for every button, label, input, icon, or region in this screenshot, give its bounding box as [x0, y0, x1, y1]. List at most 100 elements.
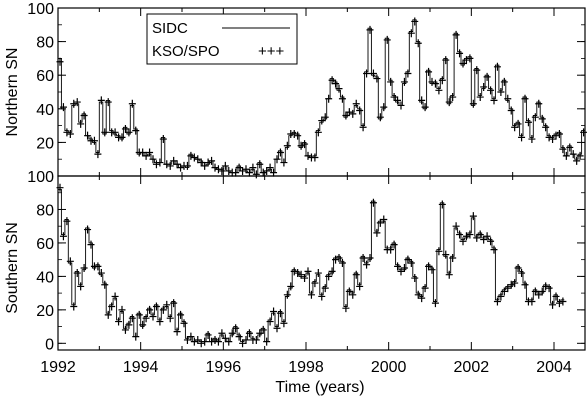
- northern-kso-point: [373, 74, 381, 83]
- southern-kso-point: [411, 274, 419, 283]
- northern-kso-point: [211, 163, 219, 172]
- southern-kso-point: [542, 282, 550, 291]
- northern-kso-point: [418, 96, 426, 105]
- northern-kso-point: [376, 113, 384, 122]
- southern-kso-point: [180, 319, 188, 328]
- northern-kso-point: [345, 108, 353, 117]
- southern-kso-point: [211, 335, 219, 344]
- southern-kso-point: [66, 257, 74, 266]
- southern-kso-point: [221, 334, 229, 343]
- southern-kso-point: [531, 287, 539, 296]
- northern-kso-point: [80, 111, 88, 120]
- northern-kso-point: [352, 99, 360, 108]
- northern-kso-point: [349, 109, 357, 118]
- northern-kso-point: [132, 126, 140, 135]
- northern-kso-point: [538, 114, 546, 123]
- northern-ticks: 20 40 60 80 100: [27, 1, 585, 176]
- northern-kso-point: [483, 72, 491, 81]
- northern-kso-point: [487, 86, 495, 95]
- northern-kso-point: [338, 94, 346, 103]
- legend: SIDC KSO/SPO +++: [146, 13, 298, 65]
- northern-kso-point: [356, 106, 364, 115]
- northern-kso-point: [549, 135, 557, 144]
- southern-kso-point: [273, 324, 281, 333]
- northern-kso-point: [407, 29, 415, 38]
- southern-kso-point: [204, 330, 212, 339]
- southern-kso-point: [266, 317, 274, 326]
- southern-kso-point: [259, 325, 267, 334]
- southern-kso-point: [366, 253, 374, 262]
- southern-kso-point: [290, 267, 298, 276]
- southern-kso-point: [87, 240, 95, 249]
- southern-kso-point: [121, 325, 129, 334]
- northern-kso-point: [573, 156, 581, 165]
- northern-kso-point: [139, 148, 147, 157]
- southern-kso-point: [352, 270, 360, 279]
- southern-kso-point: [328, 267, 336, 276]
- southern-kso-point: [235, 332, 243, 341]
- northern-kso-point: [366, 25, 374, 34]
- x-axis-title: Time (years): [275, 379, 364, 396]
- southern-kso-point: [462, 232, 470, 241]
- southern-kso-point: [442, 250, 450, 259]
- northern-kso-point: [335, 84, 343, 93]
- southern-kso-point: [321, 284, 329, 293]
- southern-kso-point: [70, 302, 78, 311]
- northern-kso-point: [218, 166, 226, 175]
- northern-ytick-label: 80: [36, 35, 54, 52]
- southern-kso-point: [456, 230, 464, 239]
- southern-kso-point: [518, 269, 526, 278]
- northern-kso-point: [521, 94, 529, 103]
- southern-kso-point: [549, 300, 557, 309]
- southern-kso-point: [318, 292, 326, 301]
- northern-kso-point: [576, 151, 584, 160]
- northern-kso-point: [56, 57, 64, 66]
- southern-kso-point: [201, 337, 209, 346]
- southern-kso-point: [104, 310, 112, 319]
- southern-kso-point: [139, 320, 147, 329]
- northern-kso-point: [569, 150, 577, 159]
- northern-kso-point: [321, 113, 329, 122]
- xtick-label: 2004: [536, 359, 572, 376]
- northern-kso-point: [511, 123, 519, 132]
- southern-kso-point: [256, 329, 264, 338]
- northern-kso-point: [280, 158, 288, 167]
- northern-data: [56, 17, 587, 179]
- southern-kso-point: [459, 237, 467, 246]
- southern-kso-point: [552, 292, 560, 301]
- northern-kso-point: [369, 69, 377, 78]
- southern-kso-point: [421, 284, 429, 293]
- northern-ytick-label: 100: [27, 1, 54, 18]
- southern-kso-point: [80, 264, 88, 273]
- southern-kso-point: [208, 337, 216, 346]
- southern-kso-point: [380, 215, 388, 224]
- southern-kso-point: [301, 274, 309, 283]
- southern-kso-point: [146, 305, 154, 314]
- northern-kso-point: [59, 103, 67, 112]
- southern-ylabel: Southern SN: [4, 222, 21, 314]
- xtick-label: 1996: [206, 359, 242, 376]
- northern-kso-point: [252, 170, 260, 179]
- southern-kso-point: [363, 260, 371, 269]
- southern-ytick-label: 100: [27, 169, 54, 186]
- southern-plot-frame: [57, 175, 586, 351]
- northern-kso-point: [94, 150, 102, 159]
- northern-kso-point: [500, 77, 508, 86]
- southern-kso-point: [400, 264, 408, 273]
- southern-kso-point: [170, 299, 178, 308]
- southern-kso-point: [149, 312, 157, 321]
- northern-kso-point: [232, 168, 240, 177]
- northern-kso-point: [194, 155, 202, 164]
- southern-kso-point: [108, 302, 116, 311]
- southern-kso-point: [239, 339, 247, 348]
- southern-panel: 0 20 40 60 80 100 Southern SN: [4, 169, 586, 353]
- xtick-label: 2002: [454, 359, 490, 376]
- northern-kso-point: [425, 67, 433, 76]
- northern-kso-point: [121, 124, 129, 133]
- southern-kso-point: [359, 253, 367, 262]
- southern-kso-point: [263, 337, 271, 346]
- northern-kso-point: [400, 77, 408, 86]
- northern-kso-point: [297, 141, 305, 150]
- northern-kso-point: [473, 66, 481, 75]
- southern-kso-point: [228, 329, 236, 338]
